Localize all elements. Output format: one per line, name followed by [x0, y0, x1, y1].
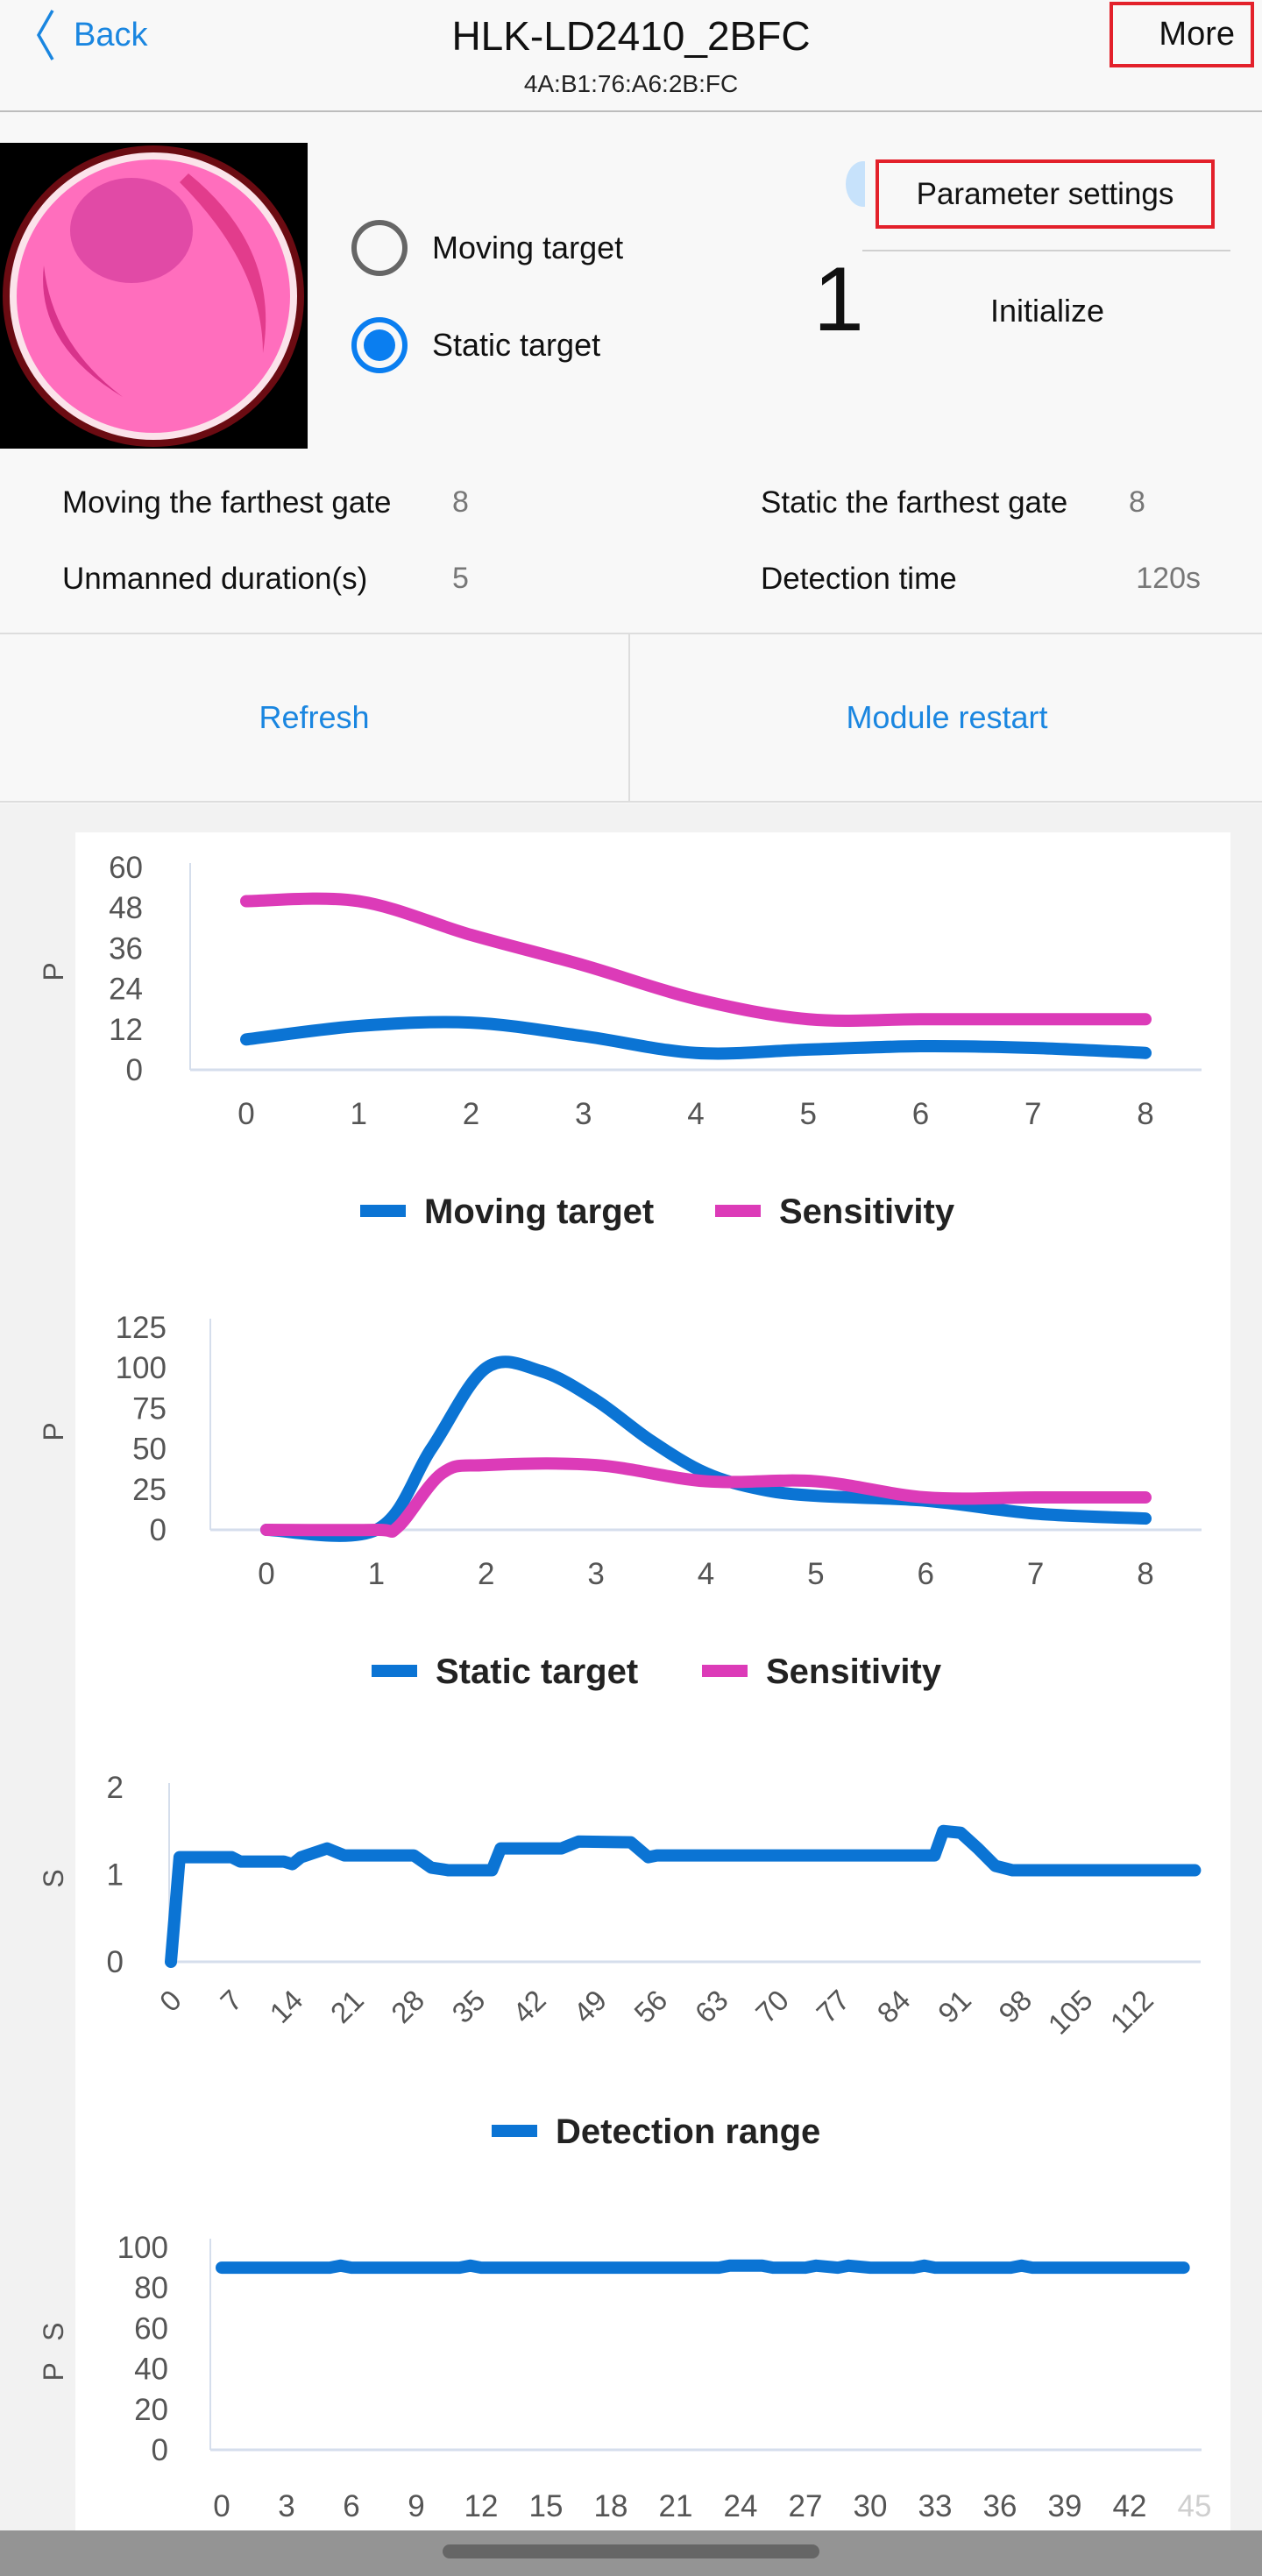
parameter-settings-button[interactable]: Parameter settings — [876, 159, 1215, 229]
target-count: 1 — [813, 249, 864, 350]
device-mac: 4A:B1:76:A6:2B:FC — [523, 70, 739, 97]
radio-moving-target[interactable]: Moving target — [351, 220, 623, 276]
unmanned-duration-value: 5 — [452, 562, 469, 595]
initialize-button[interactable]: Initialize — [989, 293, 1105, 329]
module-restart-button[interactable]: Module restart — [846, 699, 1048, 735]
back-label: Back — [74, 16, 148, 53]
moving-target-label: Moving target — [432, 230, 624, 265]
radio-static-target[interactable]: Static target — [351, 317, 600, 373]
static-farthest-value: 8 — [1129, 485, 1145, 519]
target-status-image — [0, 143, 308, 449]
static-target-label: Static target — [432, 327, 601, 363]
unmanned-duration-label: Unmanned duration(s) — [62, 562, 368, 596]
moving-farthest-label: Moving the farthest gate — [62, 485, 392, 520]
static-farthest-label: Static the farthest gate — [761, 485, 1068, 520]
divider — [862, 250, 1230, 251]
refresh-button[interactable]: Refresh — [0, 634, 630, 801]
more-button[interactable]: More — [1110, 2, 1254, 67]
radio-unchecked-icon — [351, 220, 408, 276]
moving-farthest-value: 8 — [452, 485, 469, 519]
detection-time-value: 120s — [1136, 562, 1201, 595]
home-handle[interactable] — [443, 2544, 819, 2558]
back-button[interactable]: Back — [35, 7, 147, 63]
charts-card — [75, 832, 1230, 2530]
device-title: HLK-LD2410_2BFC — [451, 13, 811, 59]
top-bar — [0, 0, 1262, 112]
chevron-left-icon — [36, 10, 54, 60]
action-bar: Refresh Module restart — [0, 633, 1262, 803]
radio-checked-icon — [351, 317, 408, 373]
toggle-indicator-icon — [846, 161, 865, 207]
detection-time-label: Detection time — [761, 562, 957, 596]
